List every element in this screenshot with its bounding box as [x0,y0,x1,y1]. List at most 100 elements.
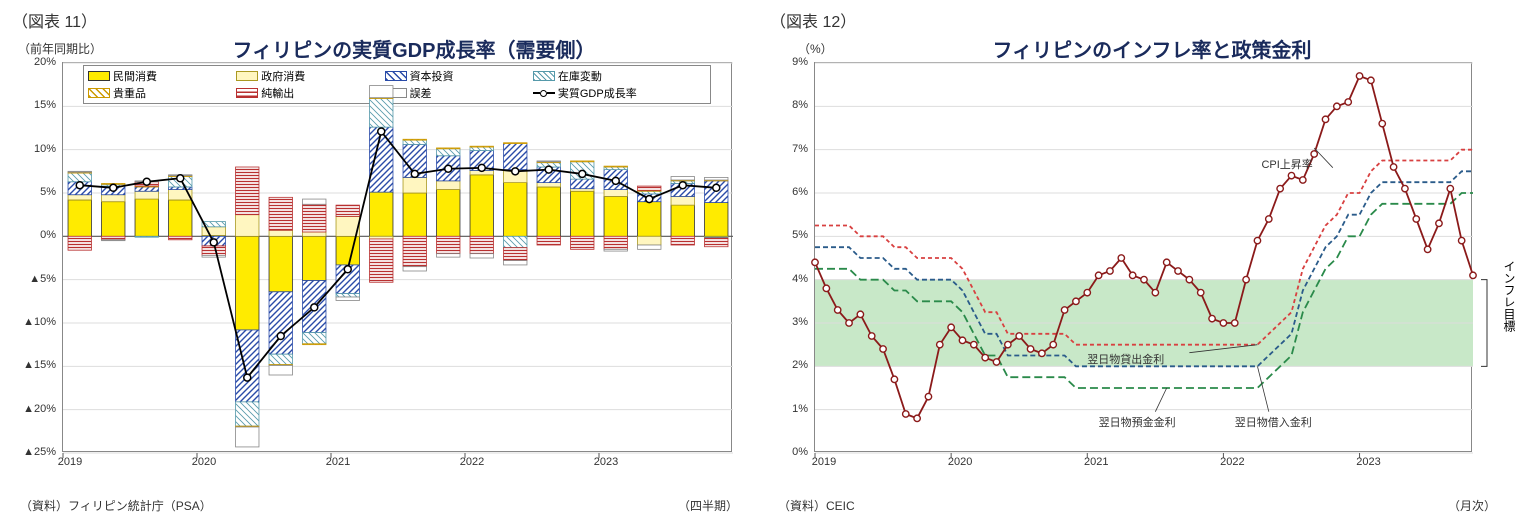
gdp-point [545,166,552,173]
cpi-point [1447,185,1453,191]
bar-govt [102,195,125,202]
chart12-yunit: （%） [798,40,833,57]
chart11-source: （資料）フィリピン統計庁（PSA） [20,497,212,514]
chart12-xunit: （月次） [1448,497,1496,514]
cpi-point [1322,116,1328,122]
cpi-point [1288,172,1294,178]
chart12-source: （資料）CEIC [778,497,855,514]
gdp-point [244,374,251,381]
cpi-point [1220,320,1226,326]
chart11-ytick: ▲15% [10,359,56,371]
bar-capital [135,187,158,191]
cpi-point [959,337,965,343]
cpi-point [1198,289,1204,295]
gdp-point [579,170,586,177]
bar-netexport [638,186,661,190]
cpi-point [993,359,999,365]
cpi-point [903,411,909,417]
chart11-xtick: 2023 [594,456,618,468]
chart11-plot: 民間消費 政府消費 資本投資 在庫変動 貴重品 純輸出 誤差 実質GDP成長率 [62,62,732,452]
bar-private [269,236,292,291]
bar-netexport [537,236,560,245]
bar-govt [638,236,661,245]
bar-inventory [269,354,292,364]
ann-lending: 翌日物貸出金利 [1087,351,1164,367]
bar-private [638,202,661,237]
chart11-ytick: 0% [10,229,56,241]
cpi-point [823,285,829,291]
chart11-ytick: 5% [10,186,56,198]
bar-inventory [336,294,359,297]
gdp-point [445,165,452,172]
chart12-xtick: 2020 [948,456,972,468]
cpi-point [1027,346,1033,352]
bar-govt [671,196,694,205]
chart11-xtick: 2022 [460,456,484,468]
bar-private [336,236,359,265]
cpi-point [1016,333,1022,339]
cpi-point [1163,259,1169,265]
chart12-xtick: 2019 [812,456,836,468]
bar-error [303,199,326,204]
cpi-point [1243,276,1249,282]
chart12-ytick: 4% [780,273,808,285]
bar-inventory [135,236,158,237]
bar-netexport [604,236,627,249]
cpi-point [948,324,954,330]
chart12-ytick: 1% [780,403,808,415]
gdp-point [713,184,720,191]
bar-inventory [68,173,91,182]
bar-netexport [102,236,125,239]
bar-error [68,171,91,172]
bar-netexport [671,236,694,245]
cpi-point [812,259,818,265]
chart12-ytick: 7% [780,143,808,155]
cpi-point [1107,268,1113,274]
bar-private [102,202,125,237]
bar-error [504,261,527,265]
bar-private [537,187,560,236]
bar-netexport [68,236,91,250]
cpi-point [1061,307,1067,313]
bar-private [437,190,460,237]
fig12-label: （図表 12） [770,8,1504,32]
bar-error [336,297,359,300]
chart12-ytick: 3% [780,316,808,328]
cpi-point [937,341,943,347]
gdp-point [277,333,284,340]
chart12-ytick: 9% [780,56,808,68]
cpi-point [1356,73,1362,79]
gdp-point [177,175,184,182]
bar-netexport [169,236,192,239]
bar-private [169,200,192,236]
bar-error [202,255,225,257]
chart11-ytick: 20% [10,56,56,68]
bar-govt [303,232,326,236]
cpi-point [1458,237,1464,243]
cpi-point [1390,164,1396,170]
bar-private [236,236,259,330]
bar-valuables [437,148,460,149]
cpi-point [1470,272,1476,278]
chart12-xtick: 2023 [1356,456,1380,468]
bar-inventory [236,402,259,426]
chart12-ytick: 8% [780,99,808,111]
cpi-point [1254,237,1260,243]
chart11-ytick: 15% [10,99,56,111]
gdp-point [378,128,385,135]
gdp-point [411,170,418,177]
bar-private [604,196,627,236]
bar-valuables [604,166,627,167]
cpi-point [1118,255,1124,261]
chart11-ytick: ▲25% [10,446,56,458]
gdp-point [76,182,83,189]
chart-12-panel: （図表 12） （%） フィリピンのインフレ率と政策金利 CPI上昇率翌日物貸出… [758,0,1516,520]
bar-error [604,249,627,251]
bar-govt [135,191,158,199]
bar-error [437,254,460,257]
cpi-point [891,376,897,382]
bar-netexport [202,246,225,256]
cpi-point [1039,350,1045,356]
cpi-point [982,354,988,360]
bar-netexport [437,236,460,253]
